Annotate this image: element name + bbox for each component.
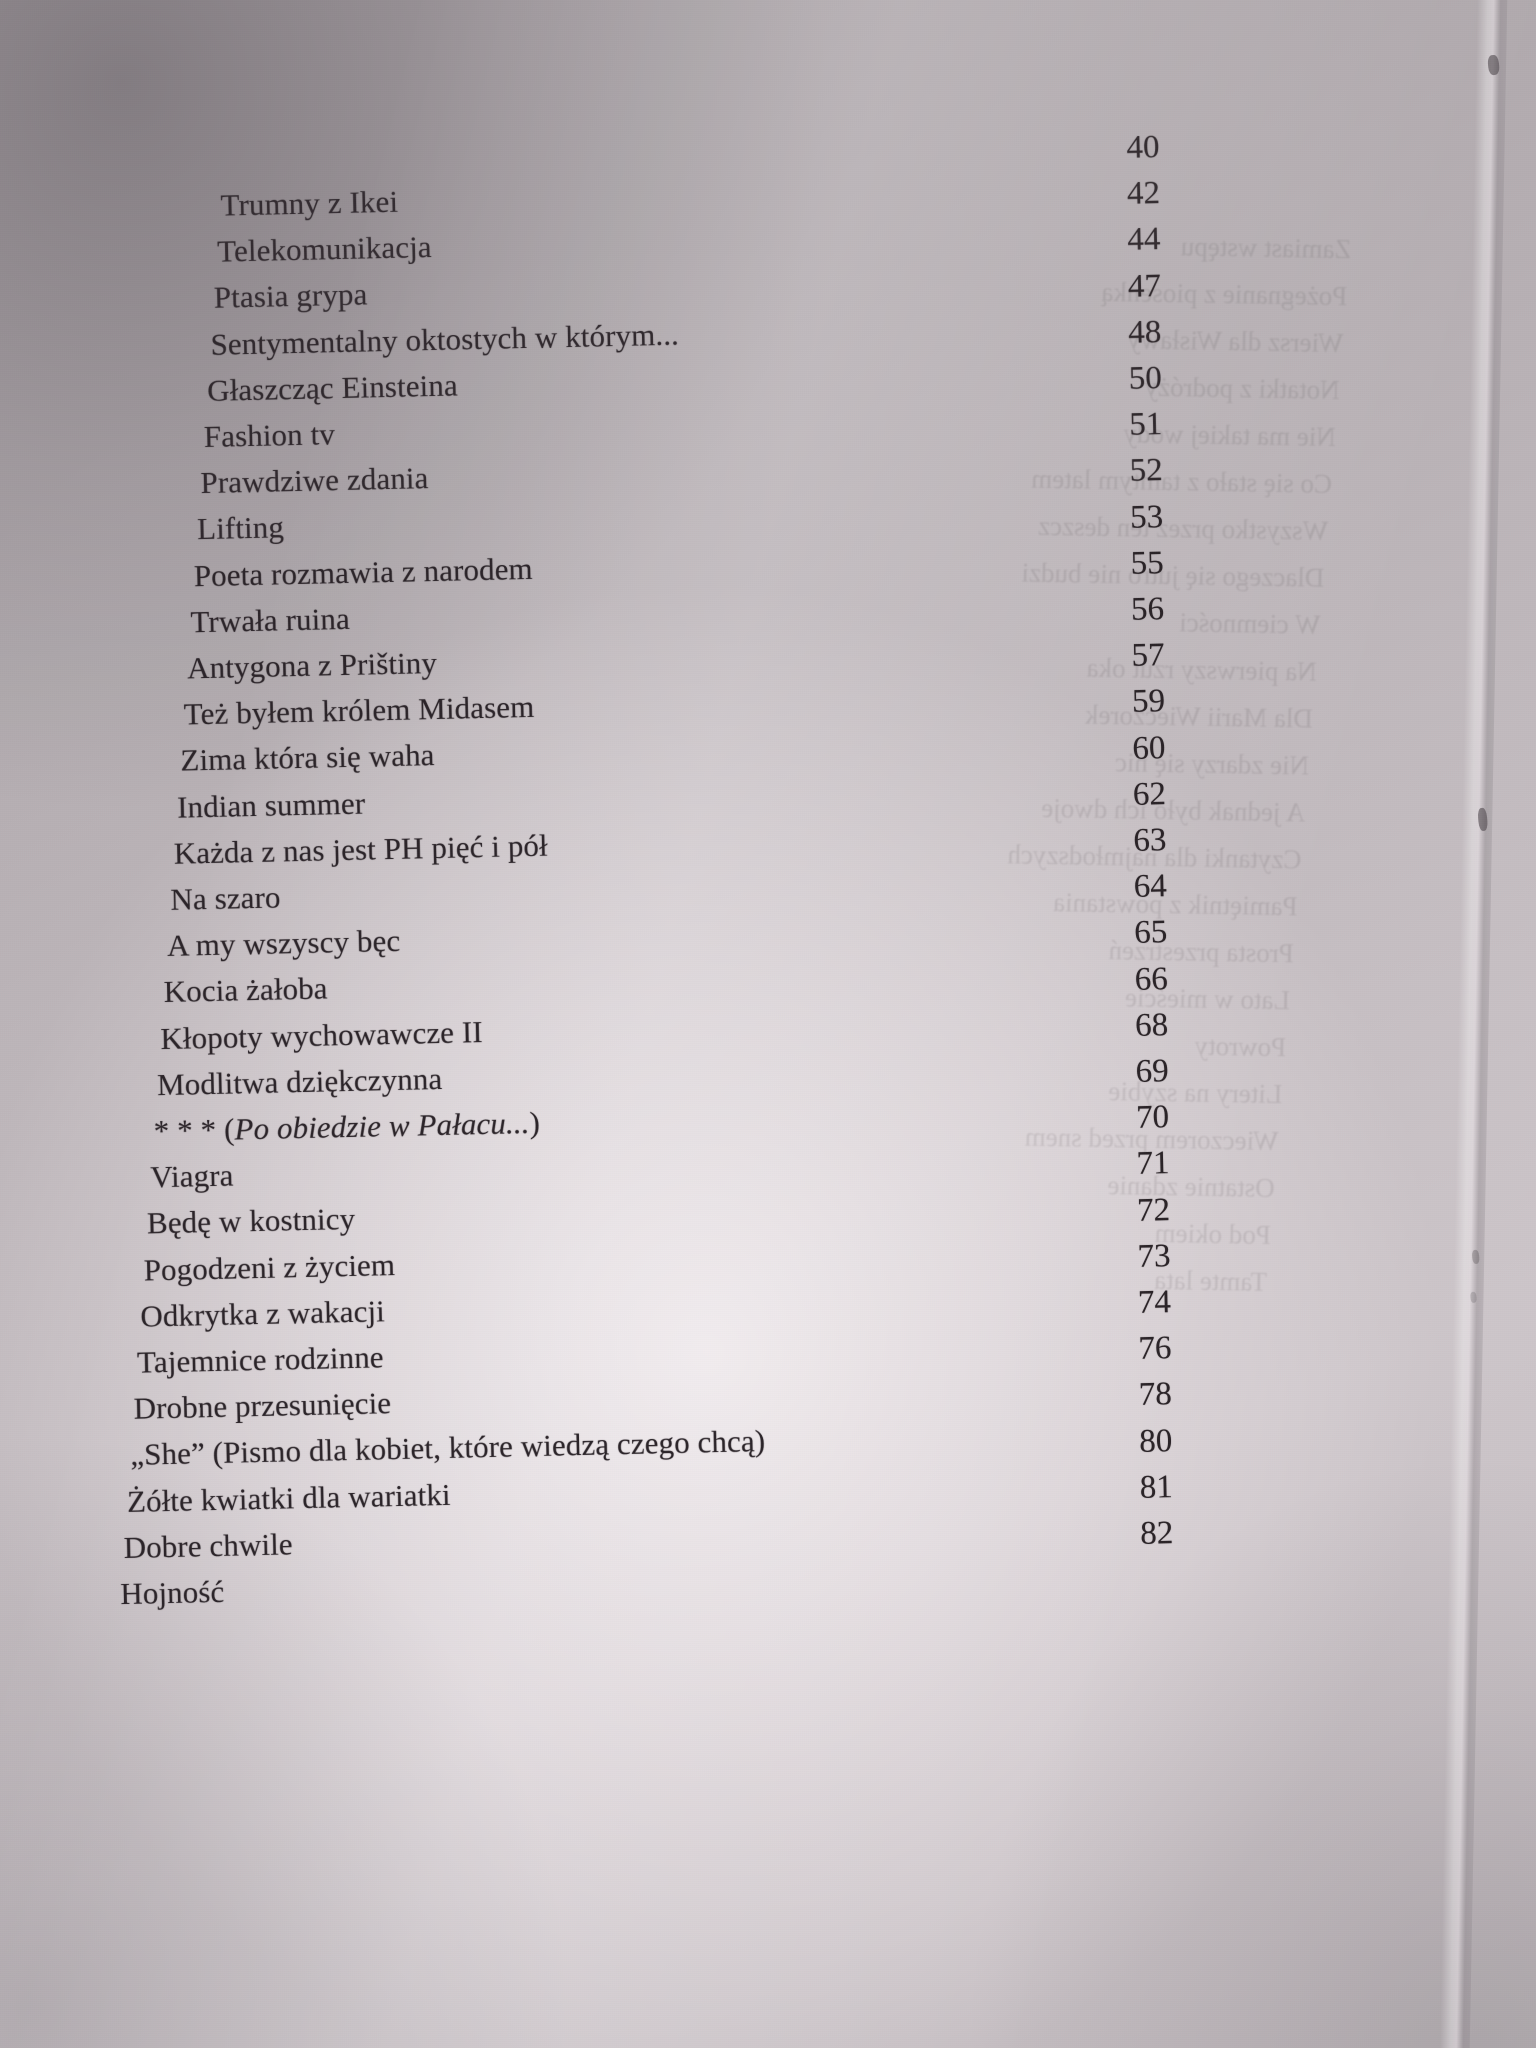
shadow-bottom-right xyxy=(0,0,1536,2048)
shadow-bottom-left xyxy=(0,0,1536,2048)
photo-grain xyxy=(0,0,1536,2048)
shadow-top-left xyxy=(0,0,1536,2048)
paper-sheen xyxy=(0,0,1536,2048)
book-page-photo: Zamiast wstępuPożegnanie z piosenkąWiers… xyxy=(0,0,1536,2048)
